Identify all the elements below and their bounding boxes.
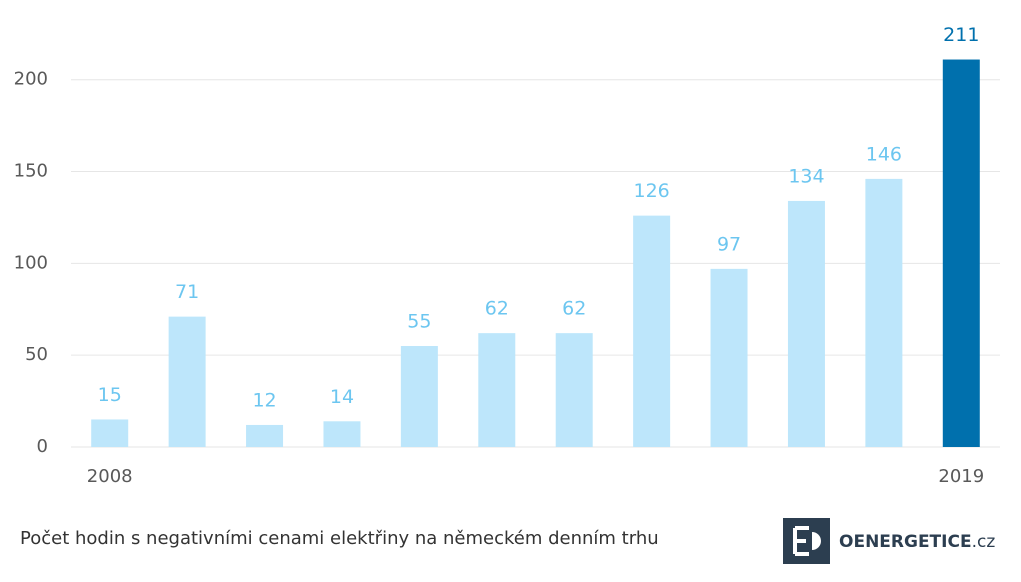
bar (633, 215, 671, 447)
data-label: 71 (175, 281, 199, 303)
logo-glyph (793, 526, 809, 556)
bar (168, 316, 206, 447)
bar (91, 419, 129, 447)
logo-plug (812, 532, 821, 550)
bar (323, 421, 361, 447)
bar (555, 333, 593, 447)
data-label: 134 (788, 165, 824, 187)
data-label: 12 (252, 389, 276, 411)
logo: OENERGETICE.cz (783, 518, 995, 564)
x-tick-label: 2008 (87, 466, 133, 487)
data-label: 55 (407, 311, 431, 333)
data-label: 62 (562, 298, 586, 320)
bar (478, 333, 516, 447)
bar (710, 268, 748, 447)
x-tick-label: 2019 (938, 466, 984, 487)
data-label: 126 (633, 180, 669, 202)
logo-icon (783, 518, 830, 564)
logo-text: OENERGETICE.cz (839, 532, 995, 552)
y-tick-label: 150 (14, 161, 48, 182)
y-tick-label: 50 (25, 344, 48, 365)
bar (246, 424, 284, 447)
data-label: 14 (330, 386, 354, 408)
y-tick-label: 0 (37, 436, 48, 457)
y-tick-label: 200 (14, 69, 48, 90)
caption: Počet hodin s negativními cenami elektři… (20, 528, 659, 549)
bar (400, 346, 438, 447)
data-label: 62 (485, 298, 509, 320)
bar (787, 200, 825, 447)
logo-suffix: .cz (972, 532, 996, 552)
bar (942, 59, 980, 447)
logo-name: OENERGETICE (839, 532, 972, 552)
y-tick-label: 100 (14, 252, 48, 273)
data-label: 146 (866, 143, 902, 165)
data-label: 97 (717, 233, 741, 255)
data-label: 211 (943, 24, 979, 46)
data-label: 15 (98, 384, 122, 406)
bar (865, 178, 903, 447)
